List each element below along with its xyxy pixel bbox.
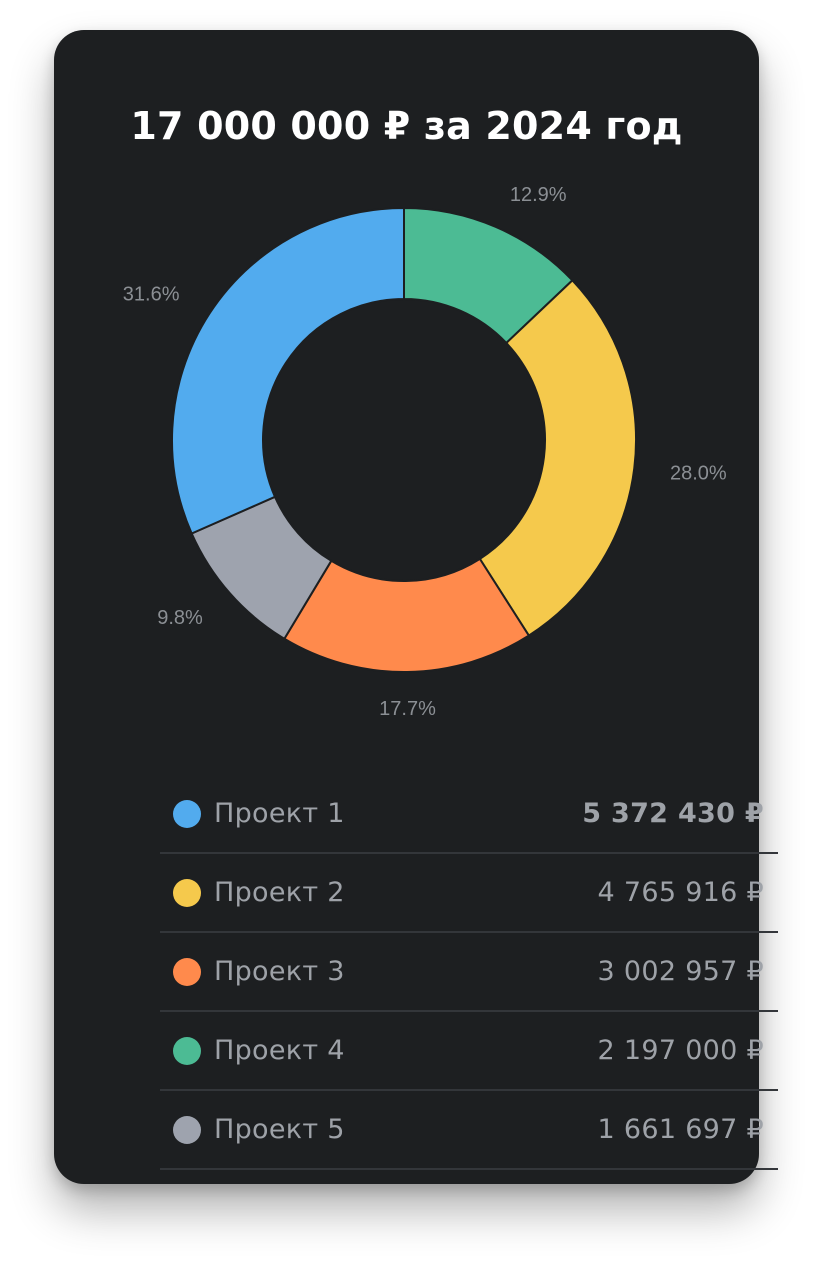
legend-name: Проект 1 (214, 798, 345, 829)
percent-label-2: 28.0% (670, 463, 727, 485)
percent-label-4: 12.9% (510, 184, 567, 206)
legend-row-project-2[interactable]: Проект 2 4 765 916 ₽ (160, 854, 778, 933)
legend-value: 1 661 697 ₽ (597, 1114, 764, 1145)
percent-label-5: 9.8% (157, 607, 203, 629)
legend-row-project-1[interactable]: Проект 1 5 372 430 ₽ (160, 775, 778, 854)
legend-name: Проект 3 (214, 956, 345, 987)
donut-chart: 12.9% 28.0% 17.7% 9.8% 31.6% (123, 184, 727, 720)
legend-row-project-3[interactable]: Проект 3 3 002 957 ₽ (160, 933, 778, 1012)
legend-row-project-5[interactable]: Проект 5 1 661 697 ₽ (160, 1091, 778, 1170)
legend-dot-project-2 (173, 879, 201, 907)
legend-value: 5 372 430 ₽ (582, 798, 764, 829)
legend-dot-project-1 (173, 800, 201, 828)
page-title: 17 000 000 ₽ за 2024 год (130, 104, 683, 148)
legend-value: 4 765 916 ₽ (597, 877, 764, 908)
donut-slice-2[interactable] (478, 279, 637, 637)
legend: Проект 1 5 372 430 ₽ Проект 2 4 765 916 … (160, 775, 778, 1170)
report-card: 17 000 000 ₽ за 2024 год 12.9% 28.0% 17.7%… (54, 30, 778, 1184)
percent-label-1: 31.6% (123, 284, 180, 306)
legend-name: Проект 5 (214, 1114, 345, 1145)
legend-dot-project-3 (173, 958, 201, 986)
legend-name: Проект 2 (214, 877, 345, 908)
percent-label-3: 17.7% (379, 698, 436, 720)
legend-dot-project-5 (173, 1116, 201, 1144)
donut-slice-3[interactable] (283, 557, 530, 673)
donut-slices (171, 207, 637, 673)
legend-value: 2 197 000 ₽ (597, 1035, 764, 1066)
legend-name: Проект 4 (214, 1035, 345, 1066)
legend-dot-project-4 (173, 1037, 201, 1065)
legend-value: 3 002 957 ₽ (597, 956, 764, 987)
donut-percent-labels: 12.9% 28.0% 17.7% 9.8% 31.6% (123, 184, 727, 720)
donut-slice-1[interactable] (171, 207, 405, 535)
legend-row-project-4[interactable]: Проект 4 2 197 000 ₽ (160, 1012, 778, 1091)
